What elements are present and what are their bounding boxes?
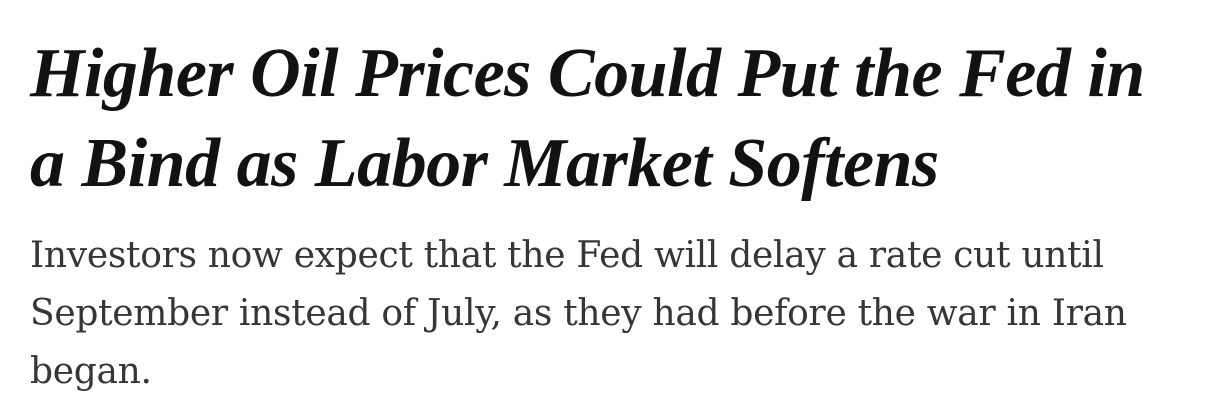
summary-line-3: began. [30, 351, 152, 392]
summary-line-1: Investors now expect that the Fed will d… [30, 235, 1104, 276]
headline-line-2: a Bind as Labor Market Softens [30, 125, 939, 202]
headline-line-1: Higher Oil Prices Could Put the Fed in [30, 35, 1145, 112]
summary-line-2: September instead of July, as they had b… [30, 293, 1127, 334]
article-summary: Investors now expect that the Fed will d… [30, 227, 1206, 401]
article-header: Higher Oil Prices Could Put the Fed in a… [30, 29, 1206, 401]
article-headline: Higher Oil Prices Could Put the Fed in a… [30, 29, 1206, 209]
